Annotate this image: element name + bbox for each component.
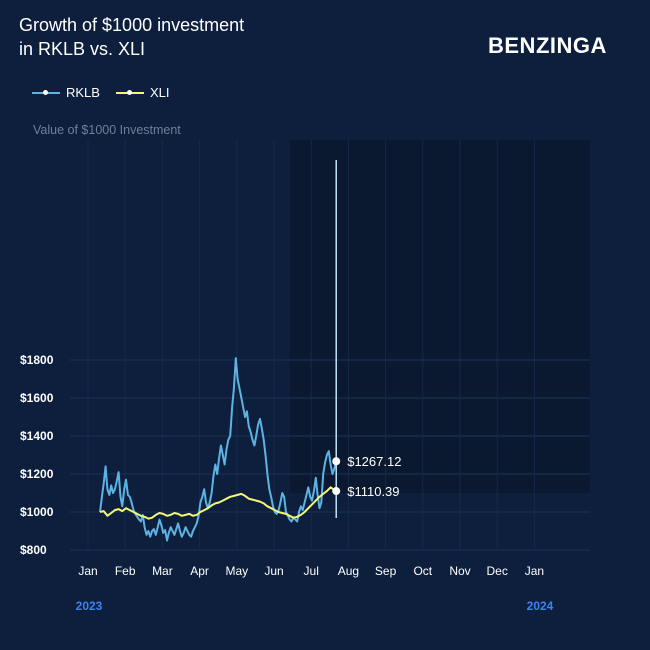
x-tick-label: Jun: [264, 564, 283, 578]
year-label: 2023: [76, 599, 103, 613]
year-labels: 2023 2024: [76, 599, 554, 613]
x-tick-label: Jan: [78, 564, 97, 578]
legend-xli-label: XLI: [149, 85, 170, 100]
end-value-xli: $1110.39: [347, 484, 399, 499]
y-tick-label: $1800: [20, 353, 54, 367]
end-marker-rklb[interactable]: [332, 457, 341, 466]
brand-logo: BENZINGA: [488, 33, 607, 58]
plot-shade: [290, 140, 590, 493]
y-tick-labels: $800 $1000 $1200 $1400 $1600 $1800: [20, 353, 54, 557]
end-value-rklb: $1267.12: [347, 454, 401, 469]
x-tick-label: Mar: [152, 564, 173, 578]
legend-item-xli[interactable]: XLI: [115, 85, 170, 100]
x-tick-labels: Jan Feb Mar Apr May Jun Jul Aug Sep Oct Nov Dec Jan: [78, 564, 544, 578]
x-tick-label: Jan: [525, 564, 544, 578]
x-tick-label: Dec: [487, 564, 508, 578]
y-tick-label: $1000: [20, 505, 54, 519]
chart-title: Growth of $1000 investment in RKLB vs. X…: [19, 15, 245, 59]
x-tick-label: Aug: [338, 564, 359, 578]
series-line-rklb[interactable]: [99, 357, 338, 542]
y-tick-label: $1600: [20, 391, 54, 405]
legend: RKLB XLI: [32, 85, 169, 100]
x-tick-label: May: [225, 564, 248, 578]
legend-rklb-label: RKLB: [66, 85, 100, 100]
x-tick-label: Oct: [413, 564, 432, 578]
series-line-xli[interactable]: [99, 486, 337, 520]
x-tick-label: Apr: [190, 564, 209, 578]
legend-item-rklb[interactable]: RKLB: [32, 85, 100, 100]
y-tick-label: $1400: [20, 429, 54, 443]
legend-xli-line-icon: [115, 88, 144, 98]
year-label: 2024: [527, 599, 554, 613]
x-tick-label: Feb: [115, 564, 136, 578]
y-axis-title: Value of $1000 Investment: [33, 123, 181, 137]
y-tick-label: $1200: [20, 467, 54, 481]
legend-rklb-line-icon: [32, 88, 60, 98]
x-tick-label: Sep: [375, 564, 397, 578]
end-marker-xli[interactable]: [332, 487, 341, 496]
x-tick-label: Nov: [449, 564, 470, 578]
y-tick-label: $800: [20, 543, 47, 557]
x-tick-label: Jul: [304, 564, 319, 578]
